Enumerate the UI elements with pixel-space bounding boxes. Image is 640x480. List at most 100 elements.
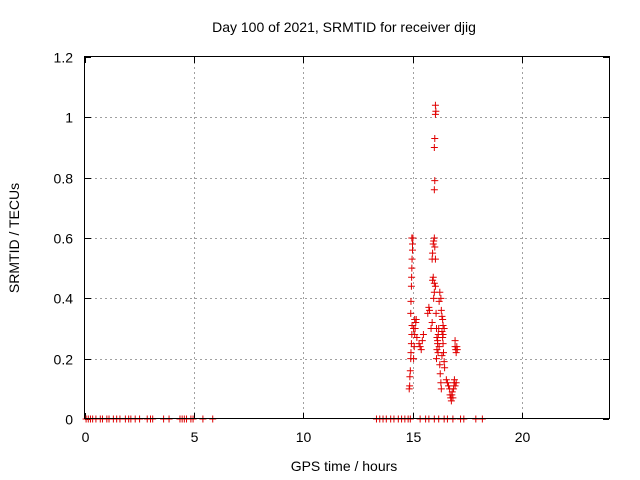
data-point bbox=[419, 331, 427, 339]
y-tick-label: 0.4 bbox=[54, 291, 74, 307]
data-point bbox=[439, 331, 447, 339]
data-point bbox=[410, 355, 418, 363]
y-tick-label: 0.8 bbox=[54, 171, 74, 187]
data-point bbox=[443, 379, 451, 387]
data-point bbox=[435, 343, 443, 351]
data-point bbox=[431, 255, 439, 263]
data-point bbox=[417, 346, 425, 354]
data-point bbox=[410, 325, 418, 332]
data-point bbox=[433, 355, 441, 363]
data-point bbox=[452, 379, 460, 387]
x-tick-label: 0 bbox=[82, 429, 90, 445]
data-point bbox=[410, 343, 418, 351]
data-point bbox=[429, 273, 437, 281]
axis-ticks: 0 0.2 0.4 0.6 0.8 1 1.2 0 5 10 15 20 bbox=[54, 50, 609, 445]
data-point bbox=[435, 297, 443, 305]
data-point bbox=[452, 349, 460, 357]
data-point bbox=[450, 385, 458, 393]
data-point bbox=[439, 340, 447, 348]
data-point bbox=[436, 370, 444, 378]
data-point bbox=[432, 309, 440, 317]
data-point bbox=[408, 321, 416, 329]
data-point bbox=[431, 243, 439, 251]
data-point bbox=[431, 101, 439, 109]
data-point bbox=[409, 240, 416, 248]
y-axis-label: SRMTID / TECUs bbox=[6, 183, 22, 293]
data-point bbox=[406, 382, 414, 390]
data-point bbox=[430, 237, 438, 245]
data-point bbox=[430, 144, 438, 151]
grid bbox=[85, 57, 609, 419]
data-point bbox=[447, 397, 455, 405]
data-point bbox=[426, 306, 434, 314]
data-point bbox=[431, 134, 439, 142]
y-tick-label: 0 bbox=[65, 412, 73, 428]
data-point bbox=[450, 376, 458, 384]
data-point bbox=[434, 337, 442, 345]
data-point bbox=[431, 177, 439, 185]
data-point bbox=[406, 373, 414, 381]
y-tick-label: 0.2 bbox=[54, 352, 74, 368]
data-point bbox=[449, 394, 457, 402]
data-point bbox=[407, 349, 415, 357]
data-point bbox=[437, 294, 445, 302]
x-tick-label: 15 bbox=[406, 429, 422, 445]
data-point bbox=[436, 361, 444, 369]
data-point bbox=[411, 315, 419, 323]
chart-title: Day 100 of 2021, SRMTID for receiver dji… bbox=[212, 19, 476, 35]
data-point bbox=[432, 107, 440, 115]
data-point bbox=[448, 388, 456, 396]
data-point bbox=[428, 318, 436, 326]
data-point bbox=[440, 358, 448, 366]
data-point bbox=[438, 312, 446, 320]
data-point bbox=[415, 340, 423, 348]
data-point bbox=[430, 186, 438, 194]
x-tick-label: 10 bbox=[296, 429, 312, 445]
data-point bbox=[440, 349, 448, 357]
data-point bbox=[408, 234, 416, 242]
data-point bbox=[429, 249, 437, 257]
data-point bbox=[413, 334, 421, 342]
data-point bbox=[431, 282, 439, 290]
data-point bbox=[416, 343, 424, 351]
data-point bbox=[451, 337, 459, 345]
data-point bbox=[442, 376, 450, 384]
y-tick-label: 1.2 bbox=[54, 50, 74, 66]
data-point bbox=[408, 273, 416, 281]
data-point bbox=[425, 303, 433, 311]
data-point bbox=[408, 264, 416, 272]
data-point bbox=[418, 337, 426, 345]
data-point bbox=[437, 379, 445, 387]
data-point bbox=[408, 255, 416, 263]
data-point bbox=[440, 325, 448, 332]
data-point bbox=[407, 309, 415, 317]
data-point bbox=[439, 321, 447, 329]
y-tick-label: 0.6 bbox=[54, 231, 74, 247]
plot-frame bbox=[84, 56, 610, 419]
data-point bbox=[424, 309, 432, 317]
x-tick-label: 5 bbox=[191, 429, 199, 445]
y-tick-label: 1 bbox=[65, 110, 73, 126]
data-point bbox=[438, 352, 446, 360]
data-point bbox=[436, 288, 444, 296]
data-point bbox=[409, 246, 416, 254]
data-point bbox=[430, 279, 438, 287]
data-point bbox=[441, 364, 449, 372]
data-point bbox=[451, 382, 459, 390]
data-point bbox=[407, 297, 415, 305]
data-point bbox=[437, 306, 445, 314]
data-point bbox=[453, 346, 461, 354]
data-point bbox=[407, 282, 415, 290]
data-point bbox=[406, 367, 414, 375]
data-point bbox=[430, 234, 438, 242]
x-tick-label: 20 bbox=[515, 429, 531, 445]
x-axis-label: GPS time / hours bbox=[291, 458, 398, 474]
data-point bbox=[407, 340, 415, 348]
data-point bbox=[429, 276, 437, 284]
data-point bbox=[439, 315, 447, 323]
data-point bbox=[430, 294, 438, 302]
data-point bbox=[437, 385, 445, 393]
data-points bbox=[82, 101, 486, 423]
data-point bbox=[445, 382, 453, 390]
